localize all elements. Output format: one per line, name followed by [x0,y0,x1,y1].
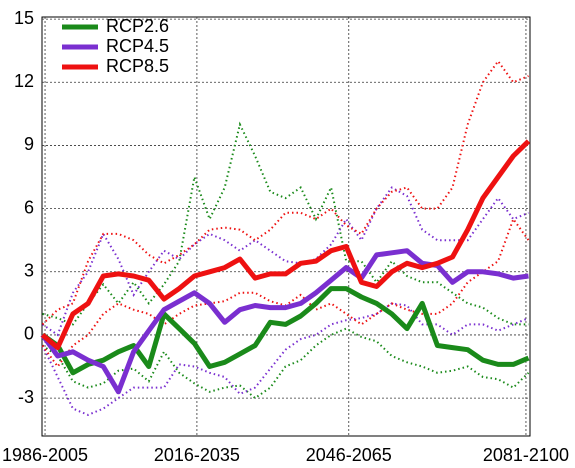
range-line [41,186,529,337]
y-tick-label: 9 [24,134,34,154]
y-tick-label: 6 [24,197,34,217]
series-line [40,139,531,351]
legend-label: RCP4.5 [106,36,169,56]
series-line [40,248,529,395]
range-line [41,302,529,416]
y-tick-label: 0 [24,324,34,344]
legend-label: RCP2.6 [106,16,169,36]
range-line [42,121,529,326]
series-line [41,286,530,376]
y-tick-label: 3 [24,261,34,281]
y-tick-label: -3 [18,387,34,407]
plot-frame [41,16,531,437]
range-line [41,216,530,369]
range-line [41,59,529,326]
legend-label: RCP8.5 [106,56,169,76]
x-tick-label: 2016-2035 [154,445,240,465]
x-tick-label: 2081-2100 [483,445,569,465]
range-line [41,327,530,400]
y-tick-label: 15 [14,8,34,28]
x-tick-label: 1986-2005 [2,445,88,465]
x-tick-label: 2046-2065 [306,445,392,465]
y-tick-label: 12 [14,71,34,91]
